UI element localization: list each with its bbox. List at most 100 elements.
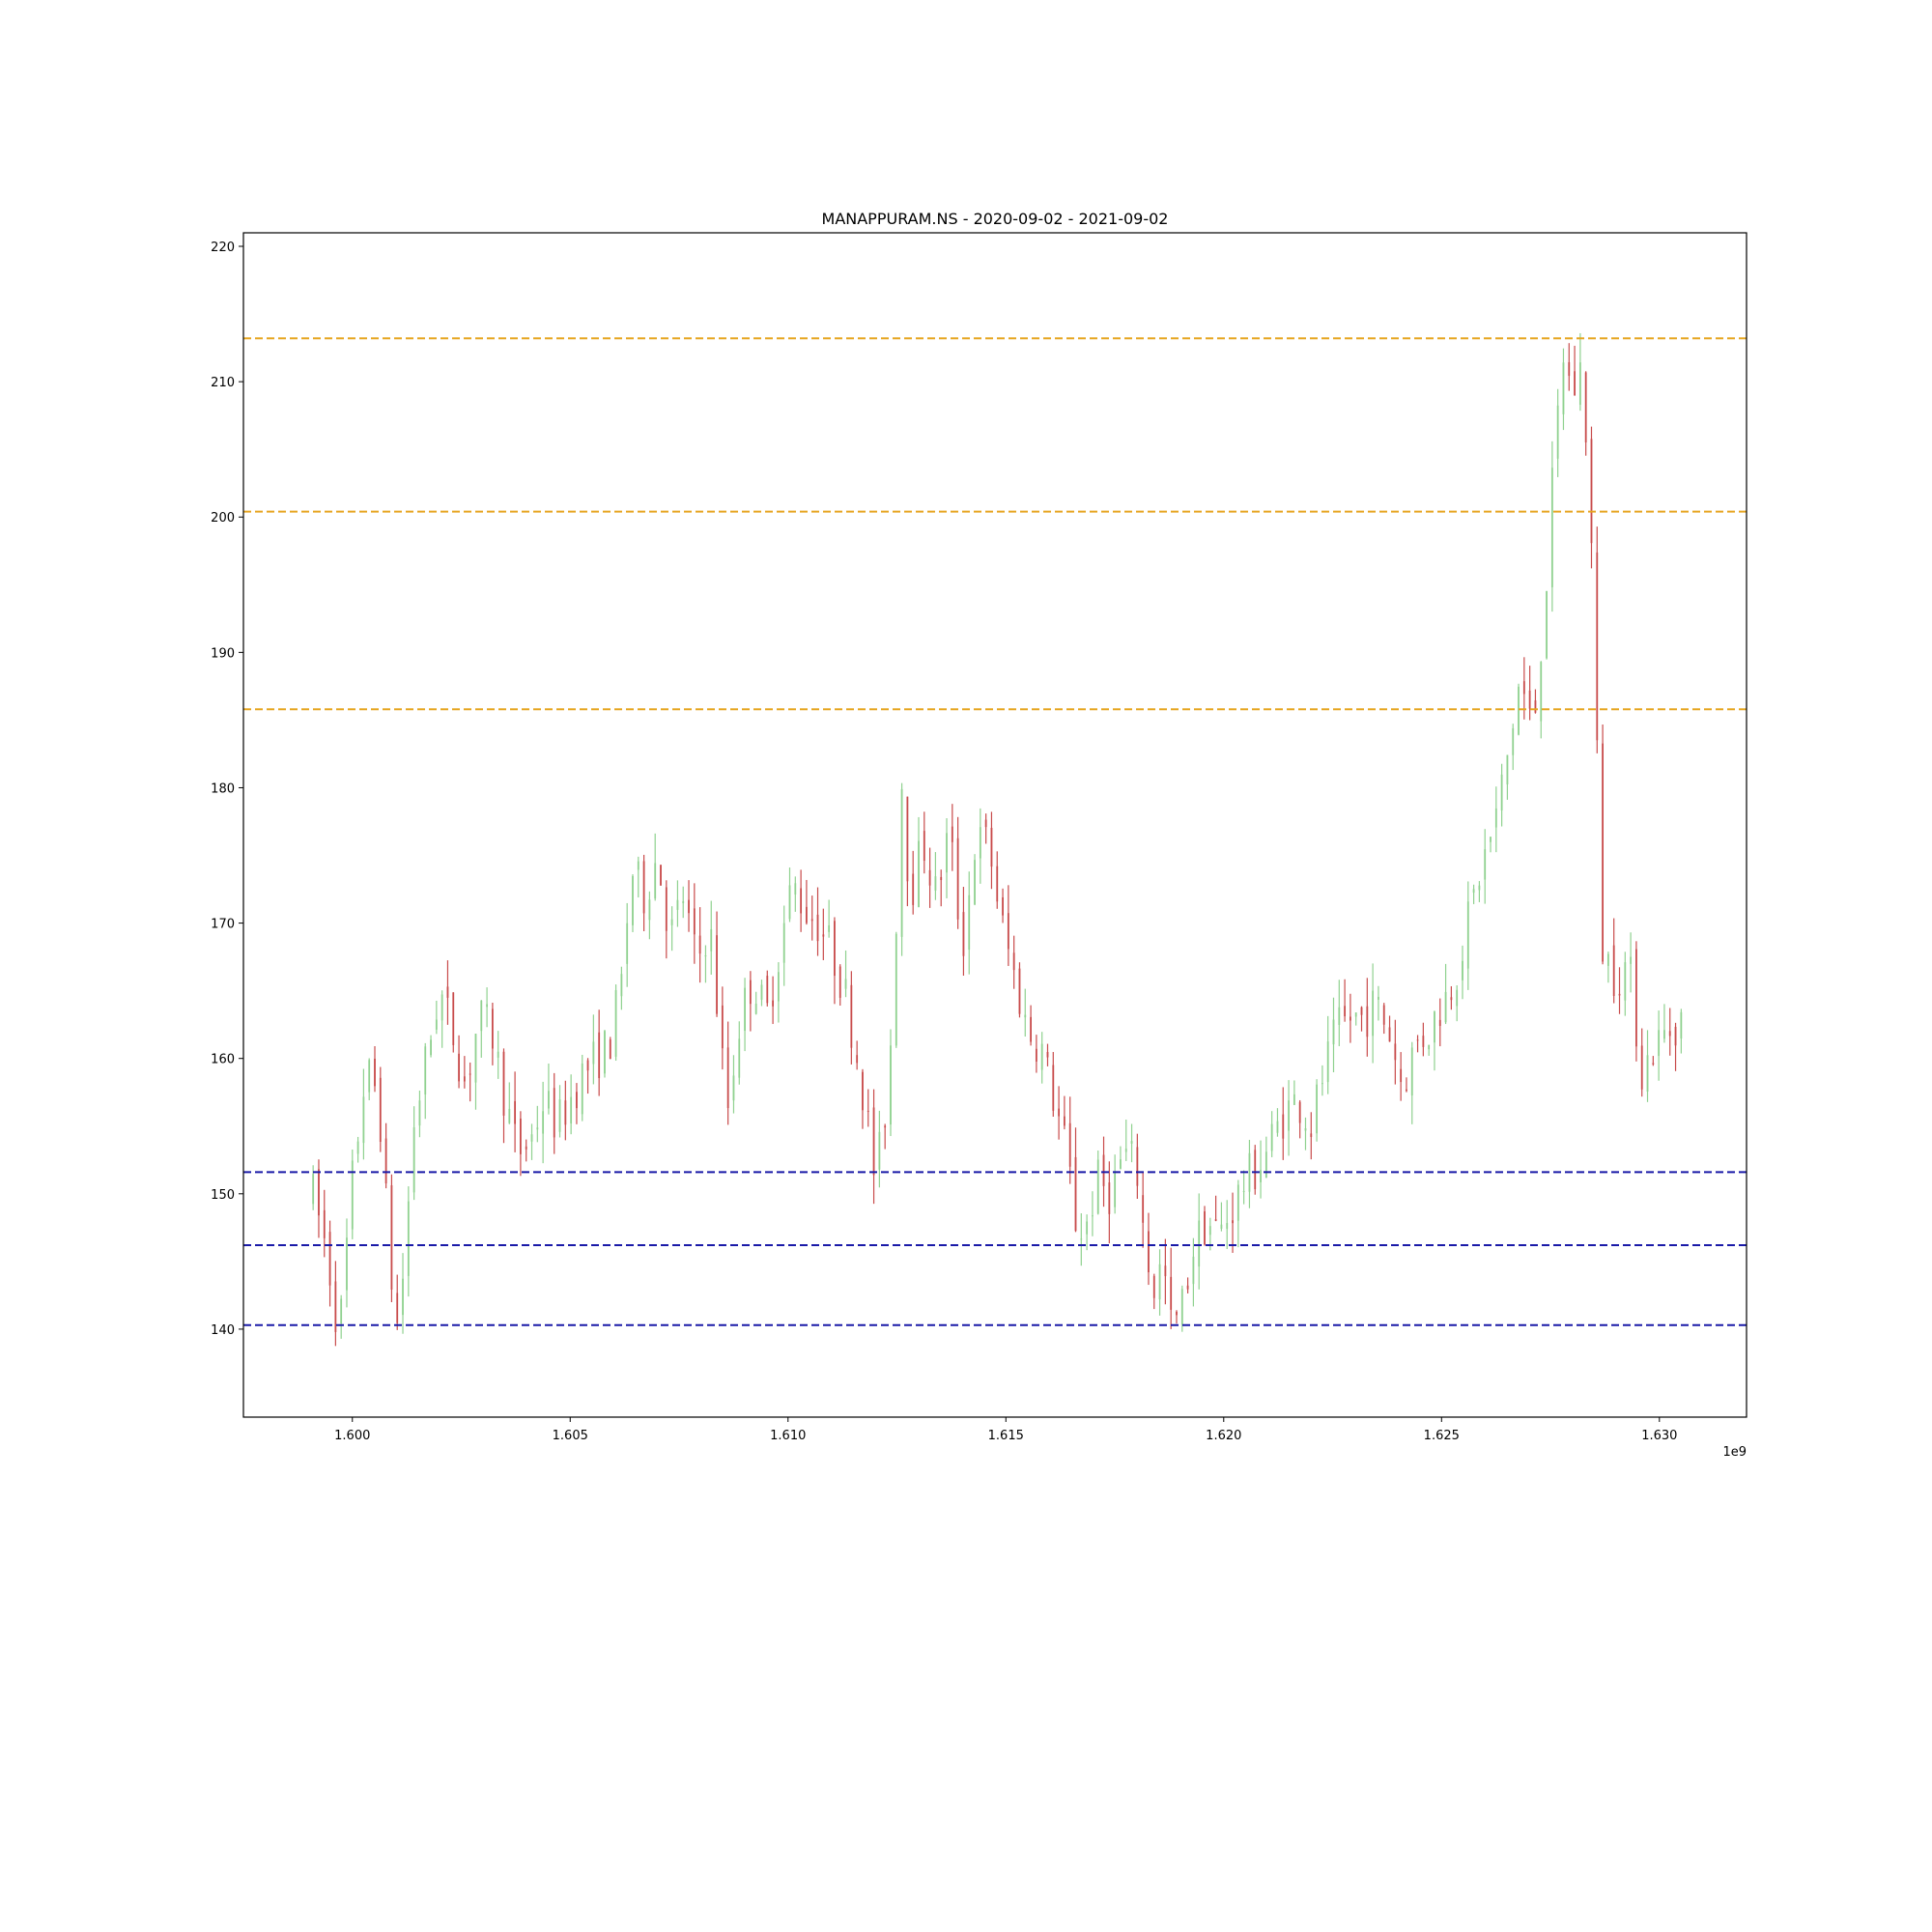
candle-up-body: [418, 1100, 421, 1126]
candle-down-body: [912, 873, 915, 905]
y-tick-label: 200: [211, 511, 235, 526]
candle-up-body: [1606, 953, 1609, 966]
candle-up-body: [614, 989, 617, 1057]
candle-up-body: [1546, 590, 1548, 659]
candle-down-body: [984, 819, 987, 828]
candle-down-body: [1522, 681, 1525, 695]
candle-down-body: [834, 921, 836, 977]
candle-up-body: [828, 924, 831, 932]
candle-up-body: [844, 979, 847, 989]
chart-title: MANAPPURAM.NS - 2020-09-02 - 2021-09-02: [822, 210, 1169, 228]
candle-up-body: [1180, 1289, 1183, 1325]
candle-up-body: [890, 1045, 892, 1125]
x-tick-label: 1.605: [553, 1429, 588, 1443]
candle-up-body: [402, 1278, 404, 1316]
candle-up-body: [368, 1060, 371, 1093]
candle-up-body: [1506, 754, 1509, 785]
candle-up-body: [1120, 1159, 1122, 1169]
candle-down-body: [576, 1092, 578, 1109]
candle-down-body: [1030, 1016, 1032, 1042]
candle-down-body: [1012, 952, 1015, 971]
candle-up-body: [979, 827, 981, 859]
candle-down-body: [688, 899, 690, 914]
candle-down-body: [1366, 1006, 1369, 1037]
candle-up-body: [1484, 849, 1487, 880]
candle-up-body: [676, 899, 679, 910]
candle-down-body: [1360, 1007, 1363, 1015]
candle-down-body: [1282, 1114, 1285, 1139]
candle-up-body: [1220, 1224, 1223, 1229]
candle-up-body: [1288, 1100, 1290, 1131]
candle-down-body: [698, 935, 701, 954]
candle-up-body: [1354, 1012, 1357, 1017]
y-tick-label: 160: [211, 1053, 235, 1067]
candle-up-body: [632, 875, 634, 925]
y-tick-label: 140: [211, 1323, 235, 1338]
plot-frame: [242, 232, 1747, 1418]
candle-down-body: [502, 1051, 505, 1116]
candle-up-body: [340, 1298, 343, 1324]
axes: 1.600 1.605 1.610 1.615 1.620 1.625 1.630 140 15…: [211, 232, 1747, 1443]
x-tick-label: 1.630: [1641, 1429, 1677, 1443]
candle-down-body: [1152, 1275, 1155, 1298]
candle-up-body: [782, 923, 785, 963]
candle-down-body: [766, 976, 769, 1004]
candle-down-body: [1204, 1210, 1206, 1245]
candle-down-body: [525, 1146, 527, 1150]
candle-up-body: [1490, 837, 1492, 842]
candle-down-body: [1074, 1156, 1077, 1232]
candle-down-body: [323, 1209, 326, 1238]
candle-up-body: [1444, 991, 1447, 1023]
candle-down-body: [379, 1077, 382, 1143]
candle-up-body: [1316, 1084, 1318, 1134]
candle-down-body: [396, 1293, 399, 1323]
candle-down-body: [1602, 743, 1604, 962]
candle-up-body: [1276, 1121, 1279, 1133]
y-tick-label: 210: [211, 376, 235, 390]
candle-down-body: [1035, 1048, 1037, 1062]
candle-down-body: [1052, 1065, 1055, 1111]
candle-up-body: [1378, 996, 1379, 1000]
candle-down-body: [1344, 1006, 1347, 1017]
candle-down-body: [884, 1125, 887, 1128]
candle-down-body: [390, 1185, 393, 1290]
plot-area: [312, 332, 1683, 1347]
candle-down-body: [1232, 1220, 1234, 1224]
candle-down-body: [806, 906, 808, 923]
candle-up-body: [1466, 901, 1469, 969]
candle-down-body: [1652, 1063, 1655, 1065]
candle-up-body: [1326, 1041, 1329, 1083]
candle-down-body: [1108, 1182, 1111, 1214]
candle-down-body: [598, 1032, 601, 1079]
y-tick-label: 170: [211, 918, 235, 932]
y-tick-label: 150: [211, 1188, 235, 1203]
candle-up-body: [1270, 1123, 1273, 1151]
candle-down-body: [721, 1005, 724, 1049]
candle-down-body: [1568, 361, 1571, 377]
candle-up-body: [486, 1004, 488, 1008]
candle-down-body: [693, 908, 696, 935]
candle-up-body: [1130, 1141, 1133, 1144]
candle-up-body: [1646, 1055, 1649, 1092]
candle-up-body: [637, 861, 639, 870]
candle-up-body: [1242, 1190, 1245, 1192]
y-tick-label: 190: [211, 646, 235, 661]
candle-up-body: [878, 1131, 881, 1170]
candle-up-body: [542, 1111, 545, 1134]
candle-up-body: [530, 1134, 533, 1142]
candle-down-body: [1612, 945, 1615, 997]
candle-down-body: [334, 1281, 337, 1332]
candle-down-body: [642, 861, 645, 914]
candle-down-body: [318, 1169, 320, 1216]
candle-up-body: [497, 1051, 499, 1058]
candle-down-body: [816, 914, 819, 942]
candle-up-body: [1248, 1152, 1251, 1192]
candle-down-body: [772, 1000, 774, 1007]
candle-down-body: [996, 866, 999, 902]
candle-up-body: [1260, 1170, 1262, 1182]
x-tick-label: 1.625: [1424, 1429, 1460, 1443]
candle-up-body: [1304, 1127, 1307, 1131]
candle-up-body: [1332, 1019, 1335, 1045]
candle-down-body: [940, 876, 943, 881]
